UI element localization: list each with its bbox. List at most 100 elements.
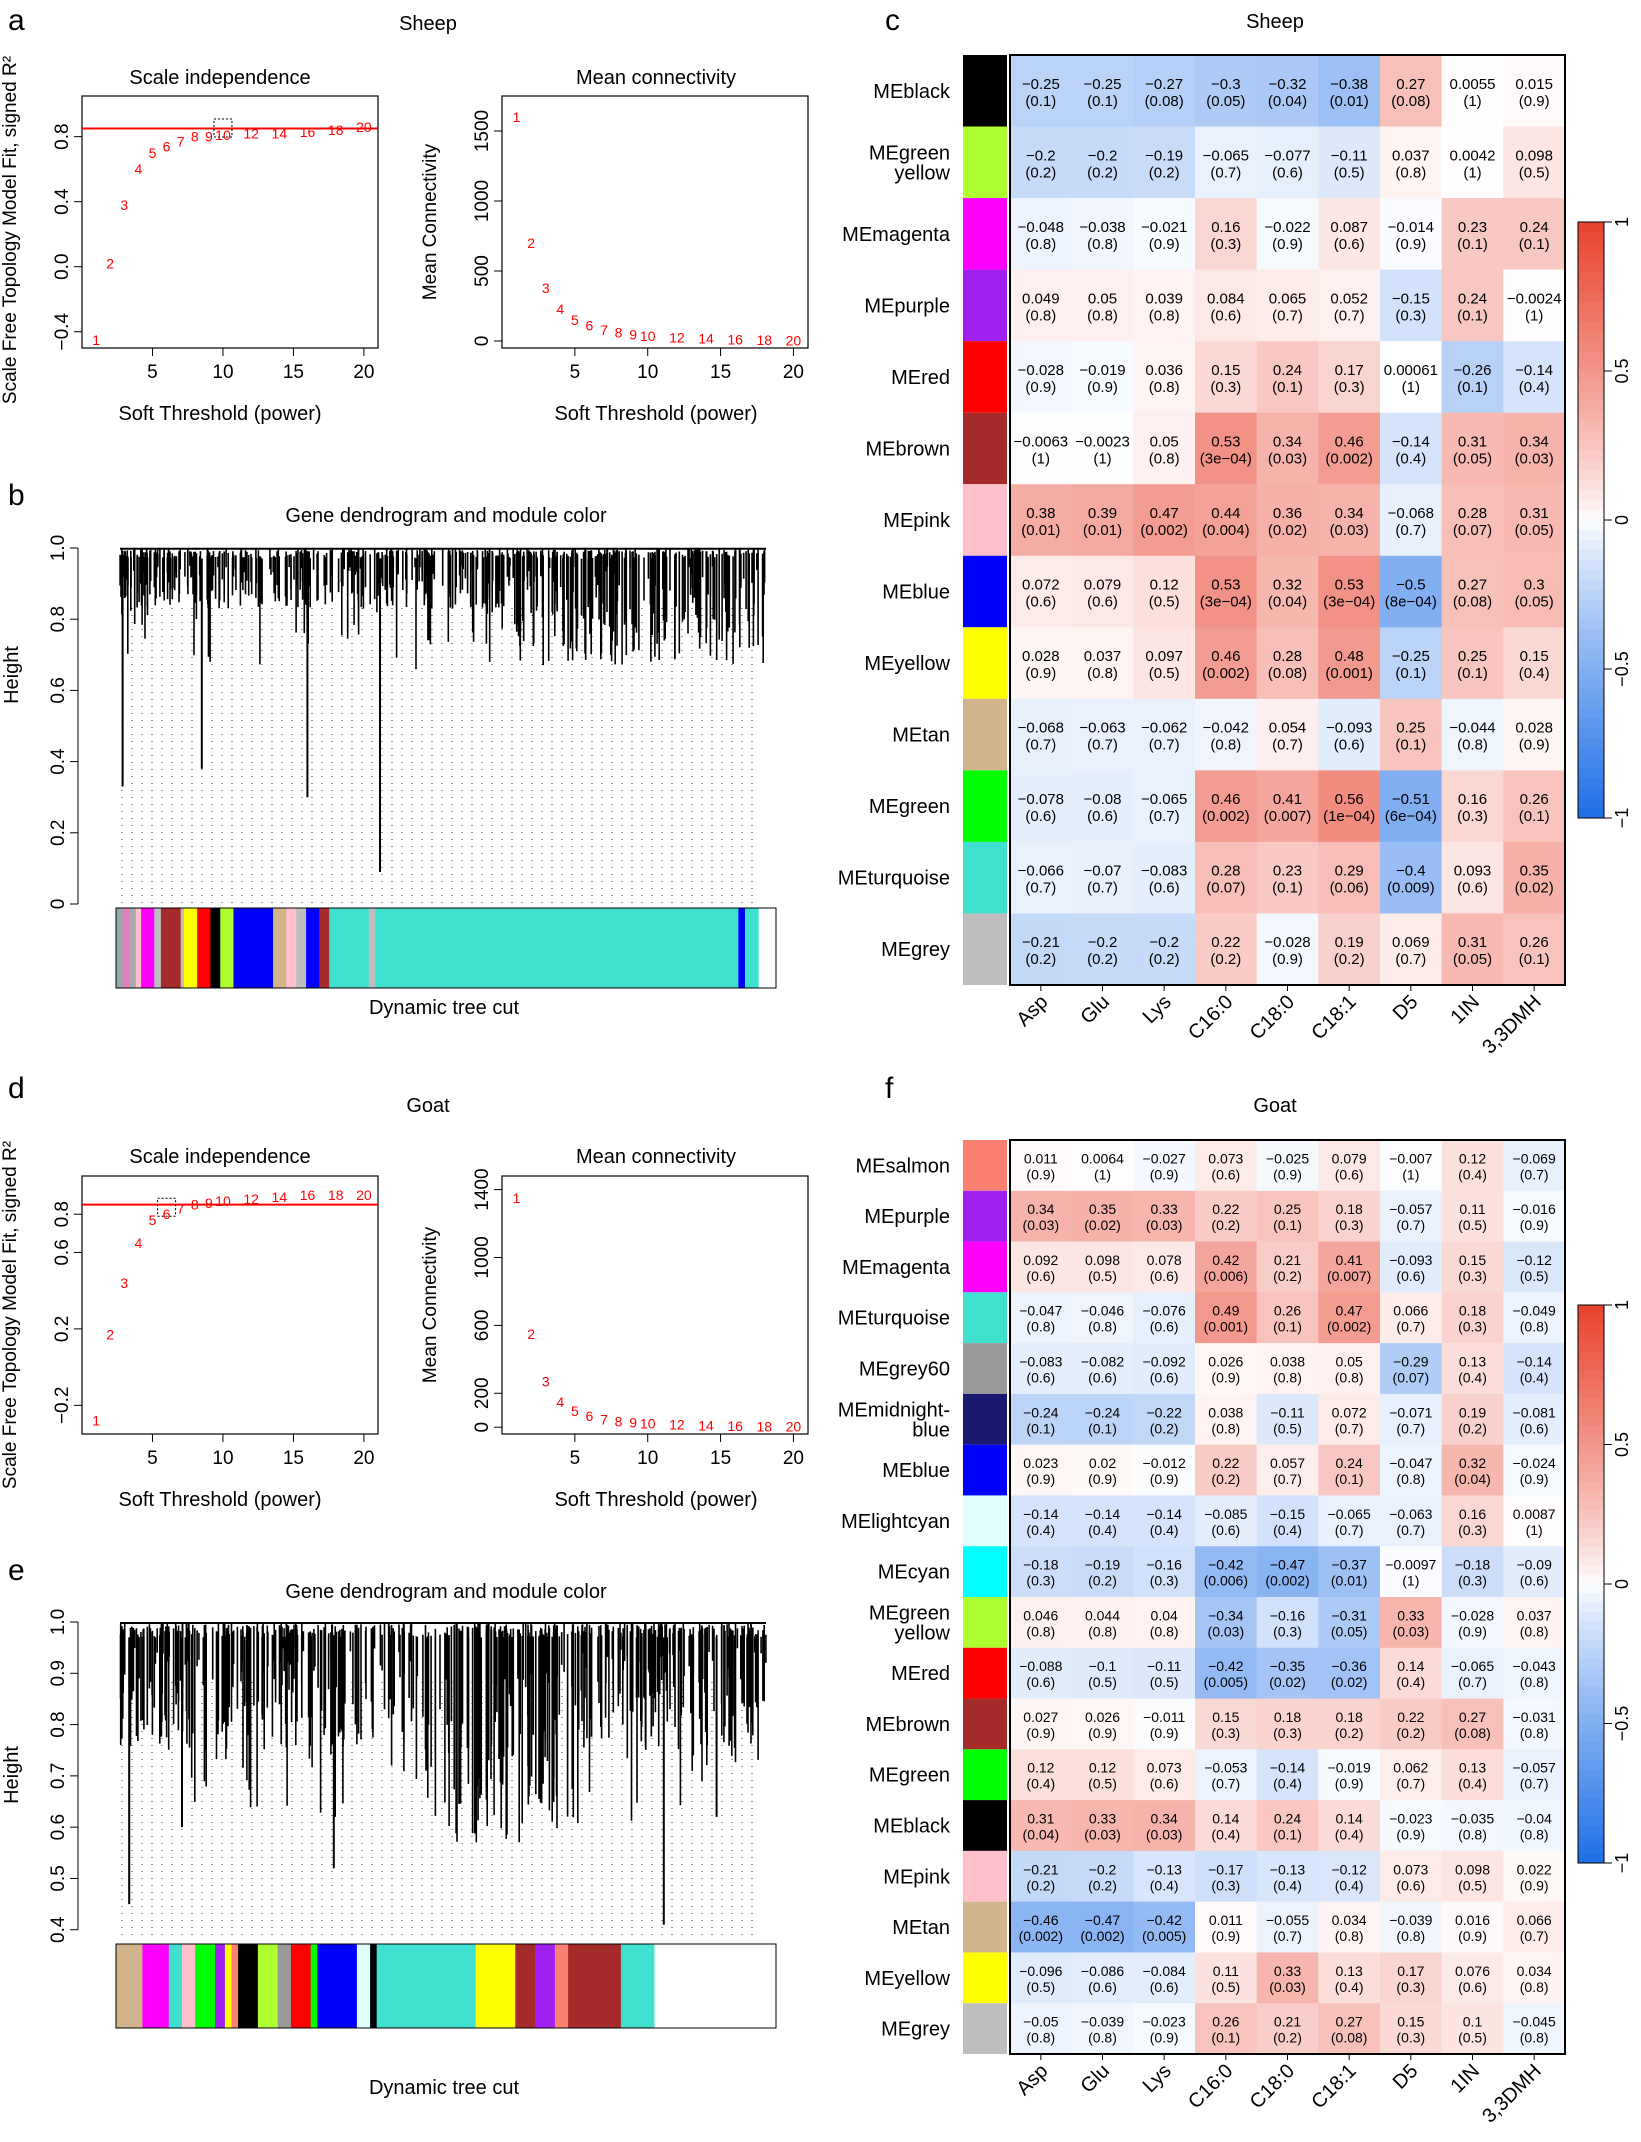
sheep-heatmap-cell-cor: −0.068 xyxy=(1388,505,1434,522)
sheep-heatmap-cell-cor: 0.46 xyxy=(1211,791,1240,808)
sheep-heatmap-cell-cor: 0.028 xyxy=(1515,720,1553,737)
goat-heatmap-cell-pval: (0.6) xyxy=(1088,1979,1117,1995)
goat-heatmap-cell-cor: 0.027 xyxy=(1023,1709,1058,1725)
sheep-conn-point-label: 3 xyxy=(542,280,550,296)
sheep-heatmap-cell-pval: (1e−04) xyxy=(1323,808,1375,825)
sheep-heatmap-cell-cor: 0.3 xyxy=(1524,577,1545,594)
sheep-conn-point-label: 18 xyxy=(756,332,772,348)
goat-heatmap-cell-cor: −0.19 xyxy=(1085,1557,1121,1573)
sheep-heatmap-cell-pval: (0.001) xyxy=(1325,665,1373,682)
goat-heatmap-cell-cor: −0.35 xyxy=(1270,1658,1306,1674)
goat-dendro-ytick-label: 0.8 xyxy=(48,1711,69,1737)
sheep-heatmap-cell-cor: −0.15 xyxy=(1392,290,1430,307)
goat-heatmap-cell xyxy=(1195,1698,1257,1750)
sheep-heatmap-cell xyxy=(1195,484,1257,557)
goat-heatmap-cell xyxy=(1133,1901,1196,1953)
goat-heatmap-cell xyxy=(1318,1800,1381,1852)
sheep-heatmap-cell-cor: 0.31 xyxy=(1458,433,1487,450)
goat-dendro-module-color-segment xyxy=(290,1944,312,2028)
sheep-heatmap-cell-cor: −0.048 xyxy=(1018,219,1064,236)
sheep-heatmap-cell xyxy=(1503,198,1566,270)
sheep-heatmap-cell-pval: (0.3) xyxy=(1395,307,1426,324)
sheep-heatmap-legend-step xyxy=(1578,529,1604,541)
sheep-heatmap-module-label-line2: yellow xyxy=(894,162,950,184)
sheep-heatmap-cell-pval: (0.9) xyxy=(1272,951,1303,968)
sheep-heatmap-cell-pval: (0.4) xyxy=(1395,450,1426,467)
goat-heatmap-cell-cor: 0.21 xyxy=(1274,2014,1301,2030)
sheep-heatmap-cell-cor: 0.19 xyxy=(1335,934,1364,951)
goat-heatmap-cell-pval: (0.7) xyxy=(1520,1928,1549,1944)
sheep-heatmap-cell-cor: 0.037 xyxy=(1084,648,1122,665)
sheep-heatmap-cell-pval: (0.07) xyxy=(1453,522,1492,539)
goat-heatmap-cell-pval: (0.08) xyxy=(1331,2030,1368,2046)
goat-heatmap-module-label: MEpurple xyxy=(864,1206,950,1228)
sheep-heatmap-module-label: MEred xyxy=(891,367,950,389)
goat-heatmap-cell-cor: −0.039 xyxy=(1389,1912,1432,1928)
goat-conn-point-label: 16 xyxy=(727,1418,743,1434)
sheep-heatmap-cell-cor: 0.25 xyxy=(1396,720,1425,737)
sheep-heatmap-cell xyxy=(1071,841,1134,914)
sheep-dendro-module-color-segment xyxy=(160,908,182,988)
goat-heatmap-cell-pval: (0.3) xyxy=(1335,1217,1364,1233)
sheep-scale-ytick-label: −0.4 xyxy=(52,313,73,351)
goat-heatmap-cell-pval: (0.6) xyxy=(1026,1370,1055,1386)
goat-heatmap-cell-cor: 0.35 xyxy=(1089,1201,1116,1217)
goat-scale-point-label: 20 xyxy=(356,1187,372,1203)
goat-dendro-module-color-segment xyxy=(554,1944,569,2028)
sheep-heatmap-legend-step xyxy=(1578,768,1604,779)
goat-heatmap-cell xyxy=(1195,1597,1257,1649)
goat-heatmap-cell xyxy=(1010,1393,1072,1445)
goat-conn-ytick-label: 600 xyxy=(472,1310,493,1342)
goat-conn-ytick-label: 1000 xyxy=(472,1236,493,1278)
goat-heatmap-cell xyxy=(1441,2003,1504,2055)
sheep-heatmap-module-swatch xyxy=(963,913,1007,985)
goat-heatmap-cell-cor: −0.11 xyxy=(1147,1658,1182,1674)
goat-heatmap-cell-cor: 0.023 xyxy=(1023,1455,1058,1471)
goat-heatmap-cell xyxy=(1071,1546,1134,1598)
goat-heatmap-cell xyxy=(1318,1850,1381,1902)
goat-heatmap-cell-cor: −0.035 xyxy=(1451,1811,1494,1827)
goat-heatmap-cell-pval: (0.08) xyxy=(1454,1725,1491,1741)
goat-heatmap-color-legend xyxy=(1577,1304,1612,1864)
goat-heatmap-cell-cor: −0.082 xyxy=(1081,1354,1124,1370)
sheep-heatmap-module-label: MEblack xyxy=(873,81,951,103)
goat-dendro-ytick-label: 0.5 xyxy=(48,1865,69,1891)
sheep-heatmap-cell xyxy=(1441,555,1504,628)
goat-heatmap-cell-cor: −0.071 xyxy=(1389,1404,1432,1420)
goat-heatmap-module-label: MEturquoise xyxy=(838,1308,950,1330)
goat-scale-point-label: 9 xyxy=(205,1195,213,1211)
goat-heatmap-module-swatch xyxy=(963,1343,1007,1394)
sheep-heatmap-cell xyxy=(1503,55,1566,127)
goat-heatmap-cell-cor: 0.078 xyxy=(1147,1252,1182,1268)
sheep-dendro-module-color-segment xyxy=(273,908,287,988)
sheep-heatmap-cell xyxy=(1380,555,1442,628)
goat-heatmap-cell xyxy=(1133,1597,1196,1649)
sheep-heatmap-cell-cor: 0.15 xyxy=(1211,362,1240,379)
sheep-heatmap-cell-pval: (0.1) xyxy=(1457,379,1488,396)
sheep-scale-ylabel: Scale Free Topology Model Fit, signed R² xyxy=(0,56,21,404)
sheep-heatmap-cell-pval: (0.03) xyxy=(1330,522,1369,539)
sheep-heatmap-cell-cor: 0.098 xyxy=(1515,147,1553,164)
sheep-heatmap-cell-pval: (0.004) xyxy=(1202,522,1250,539)
sheep-dendro-band-frame xyxy=(115,907,777,989)
goat-heatmap-cell-cor: 0.42 xyxy=(1212,1252,1239,1268)
sheep-heatmap-cell xyxy=(1318,484,1381,557)
sheep-heatmap-cell-pval: (0.1) xyxy=(1519,951,1550,968)
sheep-dendro-ytick-label: 0.6 xyxy=(48,677,69,703)
sheep-heatmap-legend-step xyxy=(1578,559,1604,571)
sheep-heatmap-cell xyxy=(1071,627,1134,700)
goat-heatmap-cell xyxy=(1071,1343,1134,1395)
goat-heatmap-cell-cor: −0.14 xyxy=(1516,1354,1552,1370)
goat-heatmap-cell-pval: (0.9) xyxy=(1458,1623,1487,1639)
goat-heatmap-cell-cor: −0.42 xyxy=(1208,1658,1244,1674)
sheep-heatmap-cell-cor: 0.47 xyxy=(1150,505,1179,522)
goat-heatmap-cell-pval: (0.9) xyxy=(1211,1370,1240,1386)
goat-dendro-ytick-label: 0.6 xyxy=(48,1814,69,1840)
sheep-heatmap-cell-cor: 0.34 xyxy=(1335,505,1364,522)
sheep-heatmap-legend-label: 1 xyxy=(1612,217,1632,227)
goat-heatmap-cell-pval: (0.4) xyxy=(1088,1522,1117,1538)
goat-scale-point-label: 10 xyxy=(215,1193,231,1209)
goat-heatmap-cell-cor: −0.043 xyxy=(1513,1658,1556,1674)
goat-heatmap-module-swatch xyxy=(963,1292,1007,1344)
sheep-dendro-module-color-segment xyxy=(329,908,370,988)
